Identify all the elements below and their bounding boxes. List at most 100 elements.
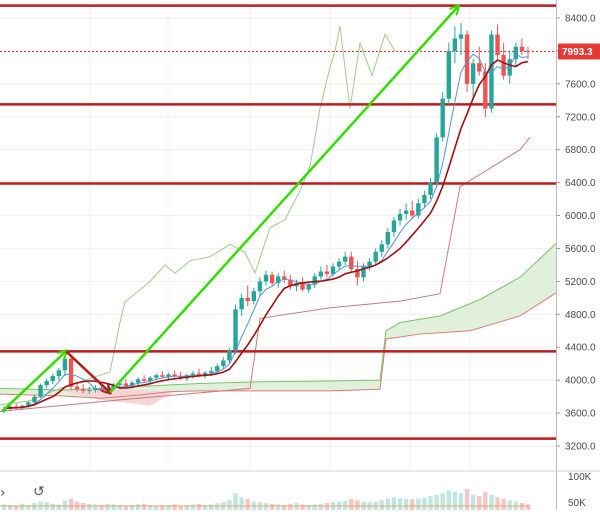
candle-body bbox=[196, 373, 202, 376]
volume-bar bbox=[312, 504, 317, 510]
candle-body bbox=[154, 375, 159, 378]
volume-bar bbox=[172, 504, 177, 510]
volume-bar bbox=[275, 504, 281, 510]
current-price-label: 7993.3 bbox=[562, 47, 593, 58]
volume-tick-label: 100K bbox=[568, 472, 592, 483]
volume-bar bbox=[233, 493, 238, 510]
candle-body bbox=[239, 297, 244, 310]
candle-body bbox=[141, 379, 147, 381]
volume-bar bbox=[525, 504, 531, 510]
candle-body bbox=[440, 98, 445, 138]
cloud-fill bbox=[0, 243, 556, 399]
volume-bar bbox=[269, 503, 275, 510]
volume-bar bbox=[288, 503, 293, 510]
candle-body bbox=[81, 389, 86, 391]
trend-arrow bbox=[65, 350, 110, 392]
volume-bar bbox=[318, 503, 324, 510]
volume-bar bbox=[446, 490, 451, 510]
volume-bar bbox=[7, 504, 13, 510]
volume-bar bbox=[87, 503, 92, 510]
candle-body bbox=[483, 71, 488, 109]
candle-body bbox=[355, 269, 360, 278]
candle-body bbox=[202, 372, 208, 376]
candle-body bbox=[361, 266, 366, 278]
candle-body bbox=[148, 377, 153, 381]
candle-body bbox=[68, 358, 74, 387]
candle-body bbox=[330, 266, 336, 274]
candle-body bbox=[275, 276, 281, 284]
volume-bar bbox=[379, 500, 384, 510]
volume-bar bbox=[1, 504, 7, 510]
candle-body bbox=[349, 256, 354, 270]
candle-body bbox=[111, 385, 116, 388]
candle-body bbox=[385, 232, 391, 245]
volume-bar bbox=[129, 504, 135, 510]
volume-bars bbox=[1, 489, 531, 510]
candle-body bbox=[306, 284, 311, 290]
ma-slow-line bbox=[3, 59, 529, 410]
candle-body bbox=[269, 274, 275, 284]
candle-body bbox=[446, 50, 451, 99]
undo-circle-icon[interactable]: ↺ bbox=[33, 484, 45, 500]
y-tick-label: 5200.0 bbox=[565, 277, 596, 288]
volume-bar bbox=[306, 504, 311, 510]
candle-body bbox=[495, 34, 500, 56]
volume-bar bbox=[495, 497, 500, 510]
candle-body bbox=[312, 276, 317, 285]
volume-bar bbox=[501, 498, 506, 510]
candle-body bbox=[519, 46, 525, 51]
y-tick-label: 3600.0 bbox=[565, 409, 596, 420]
volume-bar bbox=[93, 504, 98, 510]
candle-body bbox=[135, 379, 141, 383]
volume-bar bbox=[178, 505, 183, 510]
candle-body bbox=[391, 220, 397, 232]
y-tick-label: 6400.0 bbox=[565, 178, 596, 189]
y-tick-label: 8400.0 bbox=[565, 14, 596, 25]
candle-body bbox=[318, 271, 324, 277]
volume-bar bbox=[440, 493, 445, 510]
candle-body bbox=[26, 402, 31, 406]
candle-body bbox=[208, 371, 214, 373]
candle-body bbox=[38, 385, 43, 397]
candle-body bbox=[257, 281, 263, 292]
volume-bar bbox=[300, 504, 305, 510]
candle-body bbox=[251, 291, 257, 302]
volume-bar bbox=[507, 500, 512, 510]
candle-body bbox=[525, 50, 531, 52]
chevron-right-icon[interactable]: › bbox=[0, 485, 6, 501]
volume-bar bbox=[464, 489, 470, 510]
volume-bar bbox=[105, 503, 110, 510]
y-tick-label: 4800.0 bbox=[565, 310, 596, 321]
volume-bar bbox=[62, 500, 68, 510]
volume-bar bbox=[13, 505, 19, 510]
volume-bar bbox=[166, 504, 171, 510]
candle-body bbox=[62, 358, 68, 371]
candle-body bbox=[379, 244, 384, 252]
candle-body bbox=[166, 374, 171, 377]
candle-body bbox=[434, 137, 439, 183]
candles bbox=[1, 22, 531, 414]
candle-body bbox=[227, 350, 232, 361]
candle-body bbox=[410, 210, 415, 216]
volume-bar bbox=[215, 503, 220, 510]
y-tick-label: 3200.0 bbox=[565, 442, 596, 453]
candle-body bbox=[32, 396, 37, 403]
volume-bar bbox=[111, 504, 116, 510]
volume-bar bbox=[428, 496, 433, 510]
volume-bar bbox=[141, 503, 147, 510]
chikou-span bbox=[0, 26, 396, 406]
candle-body bbox=[403, 210, 409, 214]
volume-bar bbox=[50, 503, 55, 510]
candle-body bbox=[452, 38, 458, 51]
candle-body bbox=[44, 380, 49, 386]
volume-bar bbox=[154, 505, 159, 510]
volume-bar bbox=[458, 493, 464, 510]
candle-body bbox=[422, 194, 427, 204]
volume-bar bbox=[282, 504, 287, 510]
candle-body bbox=[282, 276, 287, 280]
candle-body bbox=[343, 256, 348, 262]
volume-bar bbox=[434, 494, 439, 510]
candle-body bbox=[190, 373, 196, 376]
candle-body bbox=[336, 261, 342, 267]
